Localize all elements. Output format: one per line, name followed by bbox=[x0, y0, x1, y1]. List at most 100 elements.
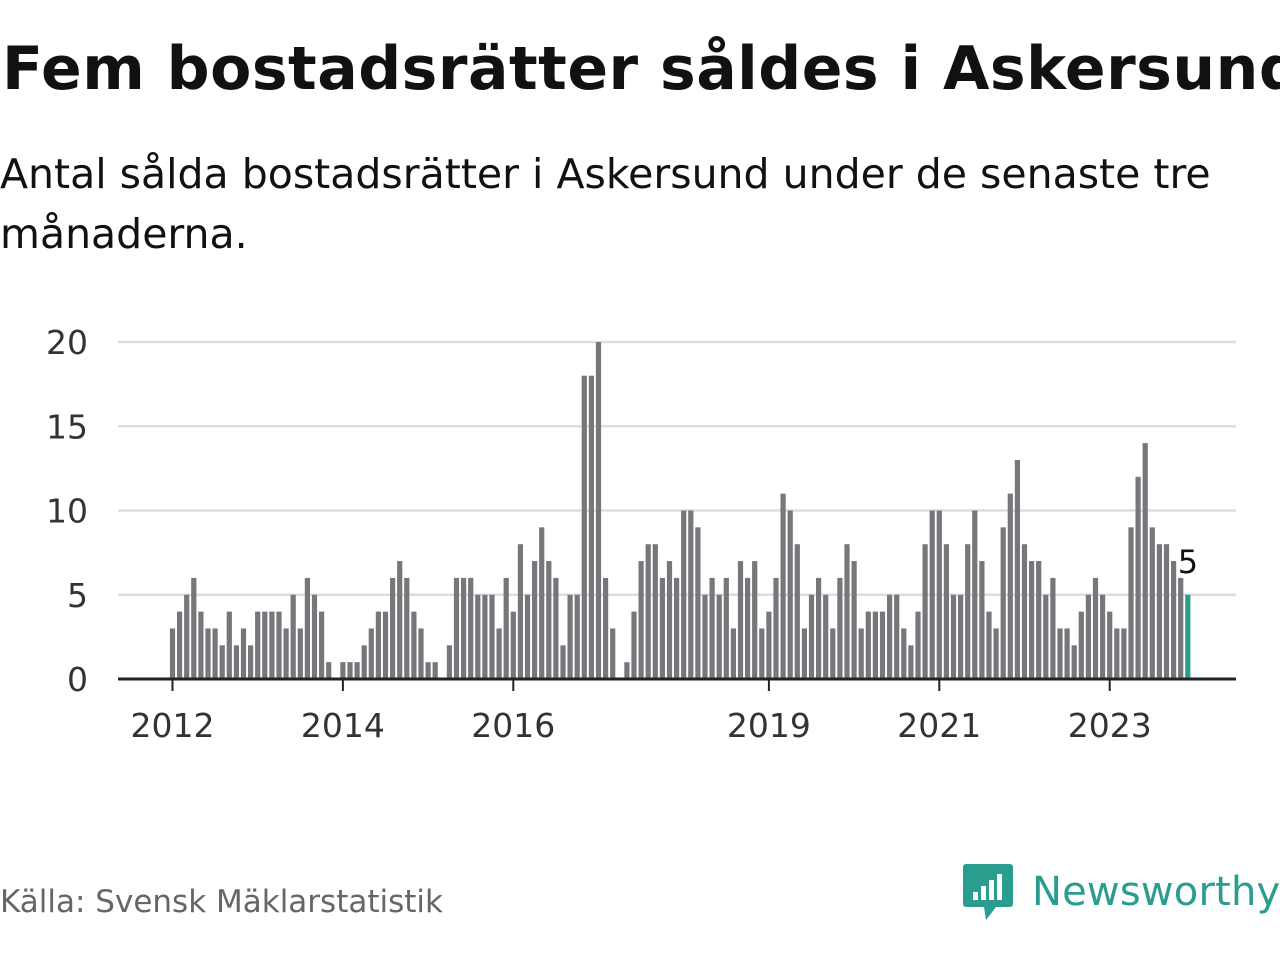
bar bbox=[901, 628, 907, 679]
bar bbox=[1107, 611, 1113, 679]
bar bbox=[950, 594, 957, 679]
last-value-label: 5 bbox=[1178, 543, 1198, 581]
x-tick-label: 2019 bbox=[727, 706, 811, 745]
bar bbox=[808, 594, 815, 679]
bar bbox=[475, 594, 481, 679]
bar bbox=[730, 628, 736, 679]
bar bbox=[219, 645, 225, 679]
brand-name: Newsworthy bbox=[1032, 869, 1280, 915]
bar bbox=[517, 544, 523, 679]
bar bbox=[311, 594, 318, 679]
bar bbox=[936, 510, 942, 679]
bar bbox=[787, 510, 793, 679]
bar bbox=[567, 594, 573, 679]
x-tick-label: 2016 bbox=[471, 706, 555, 745]
bar bbox=[695, 527, 701, 679]
bar bbox=[233, 645, 239, 679]
bar bbox=[169, 628, 176, 679]
bar bbox=[1135, 476, 1141, 679]
bar bbox=[780, 493, 786, 679]
bar bbox=[645, 544, 651, 679]
bar bbox=[709, 577, 715, 679]
bar bbox=[368, 628, 374, 679]
bar bbox=[1178, 577, 1184, 679]
bar bbox=[972, 510, 978, 679]
bar bbox=[830, 628, 836, 679]
bar bbox=[1000, 527, 1006, 679]
bar bbox=[1071, 645, 1077, 679]
y-axis-ticks: 0 5 10 15 20 bbox=[46, 323, 88, 699]
bar bbox=[397, 561, 403, 679]
bar bbox=[340, 662, 346, 679]
bar bbox=[503, 577, 509, 679]
bar bbox=[411, 611, 417, 679]
bar bbox=[745, 577, 751, 679]
bars bbox=[169, 342, 1191, 679]
bar bbox=[865, 611, 871, 679]
bar bbox=[702, 594, 708, 679]
bar bbox=[816, 577, 822, 679]
bar bbox=[922, 544, 928, 679]
gridlines bbox=[118, 340, 1236, 596]
y-tick-label: 20 bbox=[46, 323, 88, 362]
bar bbox=[631, 611, 637, 679]
chart-subtitle: Antal sålda bostadsrätter i Askersund un… bbox=[0, 150, 1211, 258]
x-tick-label: 2023 bbox=[1068, 706, 1152, 745]
bar bbox=[993, 628, 999, 679]
y-tick-label: 10 bbox=[46, 492, 88, 531]
bar bbox=[1057, 628, 1063, 679]
bar bbox=[283, 628, 289, 679]
bar bbox=[191, 577, 197, 679]
bar bbox=[681, 510, 687, 679]
bar bbox=[205, 628, 211, 679]
bar-chart: 0 5 10 15 20 2012 2014 2016 2019 2021 2023 5 bbox=[46, 323, 1236, 745]
bar bbox=[759, 628, 765, 679]
bar bbox=[1085, 594, 1091, 679]
bar bbox=[574, 594, 580, 679]
bar bbox=[446, 645, 452, 679]
bar bbox=[1064, 628, 1070, 679]
bar bbox=[1014, 459, 1020, 679]
bar bbox=[823, 594, 829, 679]
bar bbox=[482, 594, 488, 679]
bar bbox=[496, 628, 502, 679]
bar bbox=[723, 577, 729, 679]
bar bbox=[347, 662, 353, 679]
bar bbox=[588, 375, 594, 679]
bar bbox=[801, 628, 807, 679]
bar bbox=[851, 561, 857, 679]
bar bbox=[858, 628, 864, 679]
bar bbox=[326, 662, 332, 679]
bar bbox=[794, 544, 800, 679]
bar bbox=[773, 577, 779, 679]
bar bbox=[546, 561, 552, 679]
bar bbox=[1100, 594, 1106, 679]
bar bbox=[979, 561, 985, 679]
bar bbox=[716, 594, 722, 679]
bar bbox=[489, 594, 495, 679]
bar bbox=[461, 577, 467, 679]
bar-latest bbox=[1185, 594, 1191, 679]
bar bbox=[1149, 527, 1155, 679]
bar bbox=[240, 628, 247, 679]
bar bbox=[766, 611, 772, 679]
y-tick-label: 5 bbox=[67, 576, 88, 615]
bar bbox=[943, 544, 949, 679]
bar bbox=[468, 577, 474, 679]
y-tick-label: 0 bbox=[67, 660, 88, 699]
bar bbox=[674, 577, 680, 679]
bar bbox=[212, 628, 218, 679]
x-axis-ticks: 2012 2014 2016 2019 2021 2023 bbox=[131, 679, 1152, 745]
newsworthy-logo-icon bbox=[963, 864, 1013, 920]
brand-logo: Newsworthy bbox=[962, 862, 1280, 922]
bar bbox=[304, 577, 310, 679]
bar bbox=[560, 645, 566, 679]
x-tick-label: 2012 bbox=[131, 706, 215, 745]
bar bbox=[595, 342, 602, 679]
bar bbox=[915, 611, 921, 679]
bar bbox=[1007, 493, 1013, 679]
bar bbox=[248, 645, 254, 679]
bar bbox=[844, 544, 850, 679]
bar bbox=[837, 577, 843, 679]
bar bbox=[382, 611, 389, 679]
